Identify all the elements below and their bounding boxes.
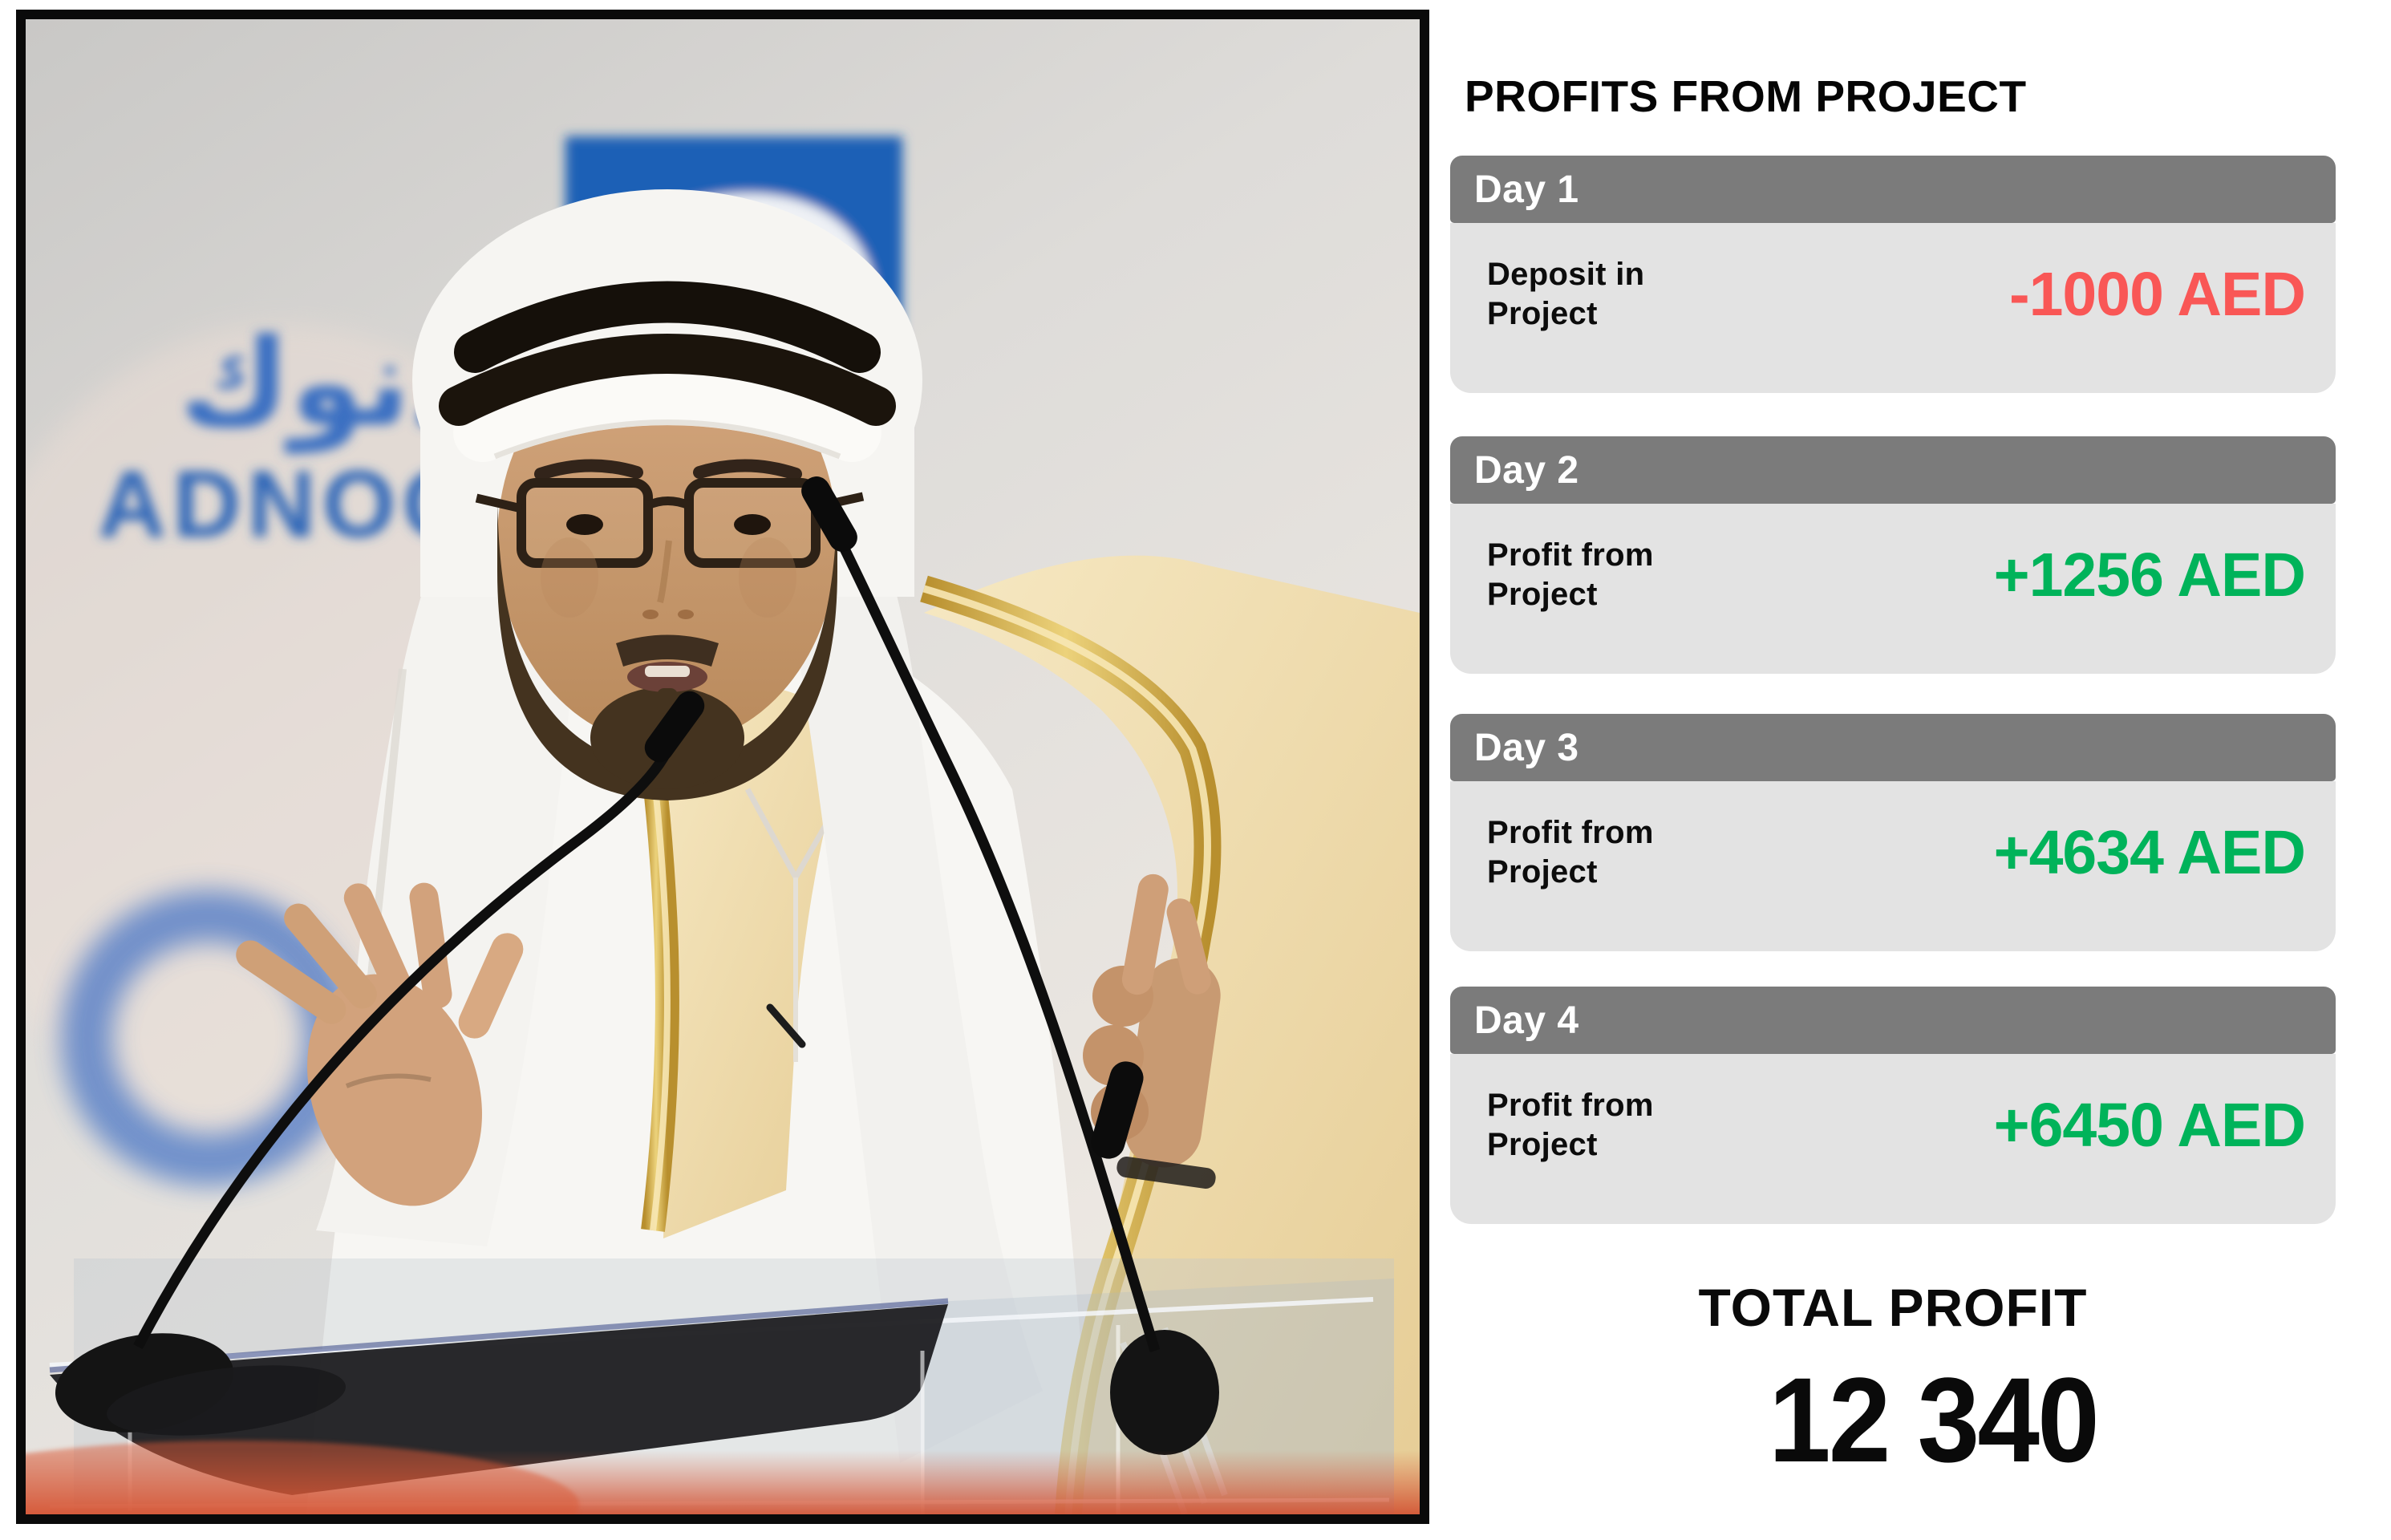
left-eyebrow [534, 459, 643, 480]
ghutra-forehead-fold [453, 366, 881, 462]
ghutra-fold-shadow [493, 419, 841, 460]
speaker-photo: أدنوك ADNOC [16, 10, 1429, 1524]
day-3-header: Day 3 [1450, 714, 2336, 781]
day-1-value: -1000 AED [2008, 259, 2306, 329]
left-eye [566, 514, 603, 535]
day-3-label: Day 3 [1474, 726, 1579, 769]
day-4-body: Profit from Project +6450 AED [1450, 1054, 2336, 1224]
day-2-label: Day 2 [1474, 448, 1579, 492]
nose [657, 540, 672, 604]
right-microphone-icon [801, 476, 1219, 1455]
lapel-pin [766, 1003, 806, 1048]
nostril-left [642, 610, 659, 619]
day-1-header: Day 1 [1450, 156, 2336, 223]
left-hand [236, 882, 524, 1206]
day-card-1: Day 1 Deposit in Project -1000 AED [1450, 156, 2336, 393]
day-2-body: Profit from Project +1256 AED [1450, 504, 2336, 674]
day-card-3: Day 3 Profit from Project +4634 AED [1450, 714, 2336, 951]
total-profit-value: 12 340 [1769, 1352, 2100, 1487]
day-2-header: Day 2 [1450, 436, 2336, 504]
agal-band-bottom [439, 334, 896, 426]
day-4-label: Day 4 [1474, 999, 1579, 1042]
panel-title: PROFITS FROM PROJECT [1465, 71, 2027, 121]
day-2-description: Profit from Project [1487, 537, 1654, 612]
left-microphone-icon [55, 691, 705, 1436]
agal-band-top [454, 281, 881, 373]
wrist-watch [1116, 1157, 1216, 1189]
mustache [616, 634, 719, 667]
right-eye [734, 514, 771, 535]
speaker-figure [236, 189, 1420, 1514]
total-profit-label: TOTAL PROFIT [1698, 1278, 2088, 1337]
speaker-head [412, 189, 922, 800]
day-2-value: +1256 AED [1993, 540, 2306, 610]
total-profit-block: TOTAL PROFIT 12 340 [1450, 1277, 2336, 1489]
speaker-photo-art: أدنوك ADNOC [26, 19, 1420, 1514]
day-1-description: Deposit in Project [1487, 257, 1645, 331]
day-4-value: +6450 AED [1993, 1090, 2306, 1160]
cheek-shadow-left [541, 537, 598, 618]
teeth [645, 666, 690, 677]
day-1-label: Day 1 [1474, 168, 1579, 211]
profits-panel: PROFITS FROM PROJECT Day 1 Deposit in Pr… [1450, 0, 2336, 1540]
bisht-cloak-left [642, 684, 852, 1238]
nostril-right [678, 610, 694, 619]
day-3-body: Profit from Project +4634 AED [1450, 781, 2336, 951]
right-eyebrow [693, 459, 802, 480]
day-3-value: +4634 AED [1993, 817, 2306, 887]
cheek-shadow-right [739, 537, 796, 618]
adnoc-latin-text: ADNOC [98, 452, 477, 557]
right-hand [1083, 873, 1221, 1189]
ghutra-drape-right [772, 364, 1043, 1463]
day-1-body: Deposit in Project -1000 AED [1450, 223, 2336, 393]
day-4-header: Day 4 [1450, 987, 2336, 1054]
stage-glow-left [26, 1441, 579, 1514]
day-card-2: Day 2 Profit from Project +1256 AED [1450, 436, 2336, 674]
day-card-4: Day 4 Profit from Project +6450 AED [1450, 987, 2336, 1224]
day-4-description: Profit from Project [1487, 1088, 1654, 1162]
day-3-description: Profit from Project [1487, 815, 1654, 890]
